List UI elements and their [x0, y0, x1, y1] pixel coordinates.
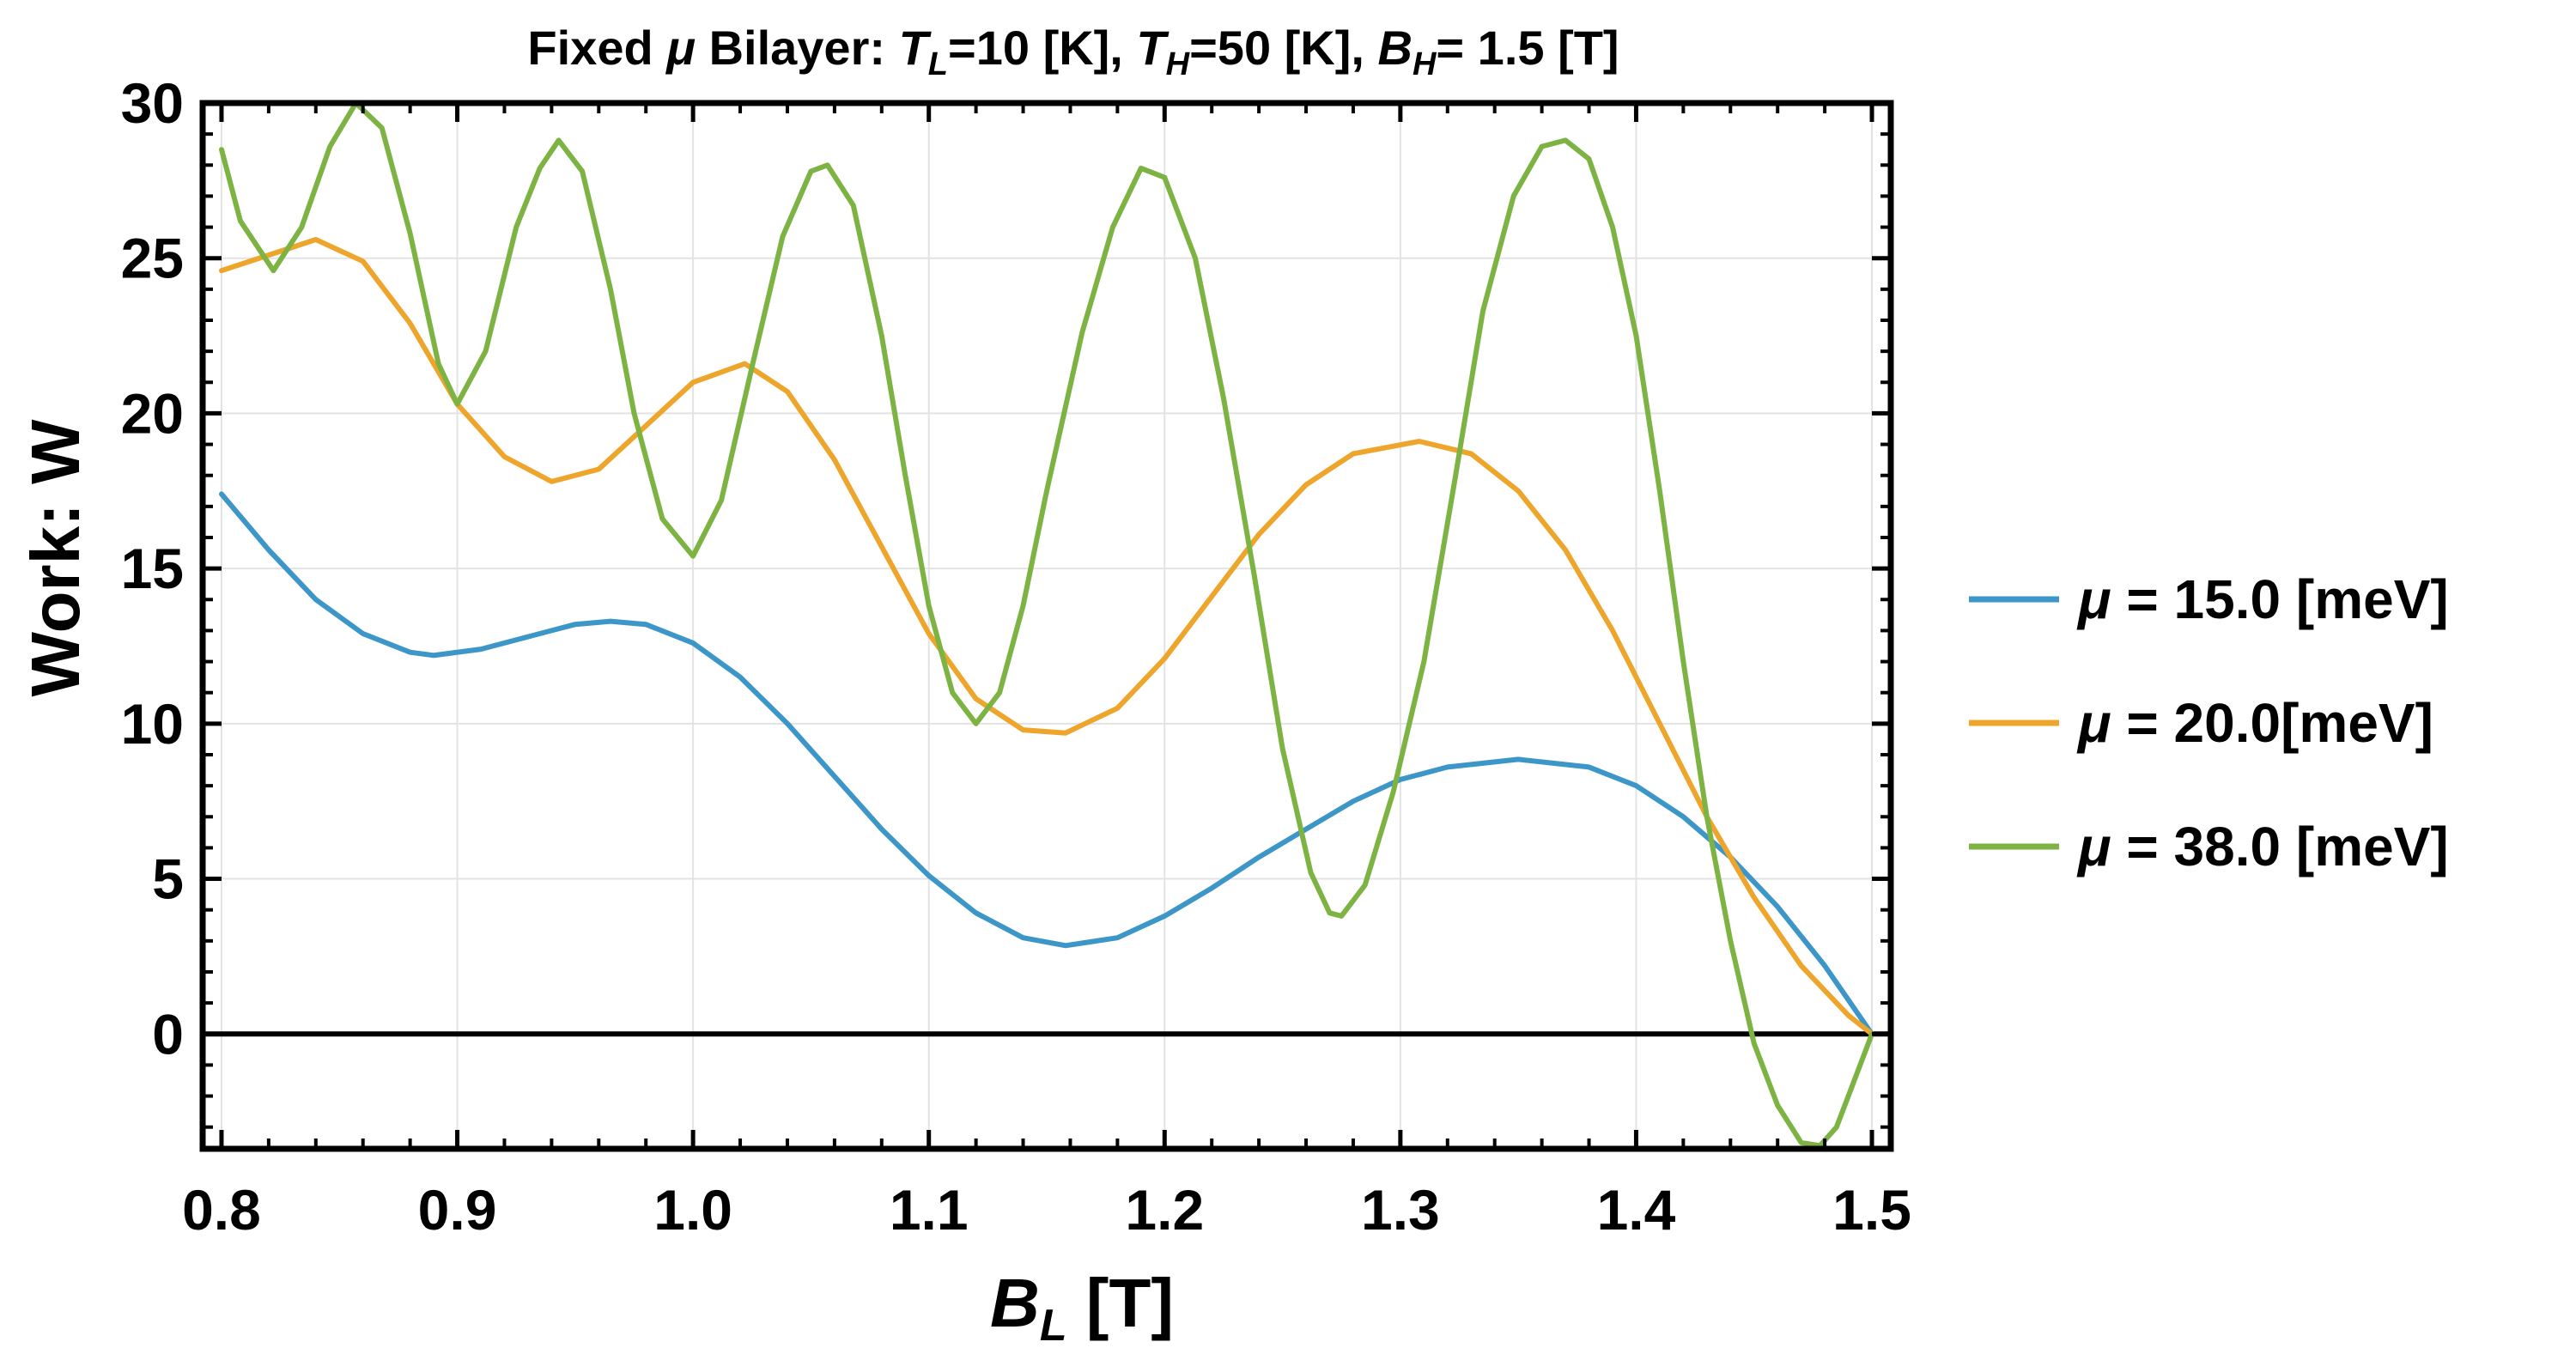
- chart-title: Fixed μ Bilayer: TL=10 [K], TH=50 [K], B…: [527, 21, 1619, 82]
- legend-label: μ = 20.0[meV]: [2076, 692, 2433, 754]
- y-tick-label: 20: [121, 381, 184, 445]
- y-axis-label: Work: W: [17, 419, 94, 696]
- y-tick-label: 10: [121, 692, 184, 756]
- y-tick-label: 15: [121, 537, 184, 600]
- x-tick-label: 0.8: [182, 1178, 261, 1242]
- x-tick-label: 1.2: [1125, 1178, 1204, 1242]
- y-tick-label: 0: [152, 1002, 184, 1066]
- plot-frame: [199, 100, 1894, 1152]
- x-tick-label: 1.0: [653, 1178, 732, 1242]
- legend-entry: μ = 20.0[meV]: [1969, 692, 2433, 754]
- legend-entry: μ = 38.0 [meV]: [1969, 816, 2449, 877]
- series-line-1: [219, 491, 1874, 1037]
- x-tick-label: 0.9: [418, 1178, 497, 1242]
- y-tick-label: 5: [152, 847, 184, 911]
- tick-marks: [203, 100, 1891, 1149]
- legend-entry: μ = 15.0 [meV]: [1969, 568, 2449, 630]
- grid: [203, 102, 1891, 1149]
- y-tick-label: 30: [121, 71, 184, 135]
- x-tick-label: 1.5: [1832, 1178, 1911, 1242]
- series-line-2: [219, 237, 1874, 1037]
- x-tick-label: 1.3: [1361, 1178, 1440, 1242]
- series-layer: [219, 100, 1874, 1149]
- series-line-3: [219, 100, 1874, 1149]
- x-tick-labels: 0.8 0.9 1.0 1.1 1.2 1.3 1.4 1.5: [182, 1178, 1911, 1242]
- y-tick-label: 25: [121, 227, 184, 290]
- x-tick-label: 1.4: [1597, 1178, 1676, 1242]
- x-tick-label: 1.1: [890, 1178, 969, 1242]
- x-axis-label: BL [T]: [990, 1265, 1174, 1348]
- legend-label: μ = 38.0 [meV]: [2076, 816, 2449, 877]
- legend-label: μ = 15.0 [meV]: [2076, 568, 2449, 630]
- legend: μ = 15.0 [meV] μ = 20.0[meV] μ = 38.0 [meV…: [1969, 568, 2449, 877]
- y-tick-labels: 0 5 10 15 20 25 30: [121, 71, 184, 1066]
